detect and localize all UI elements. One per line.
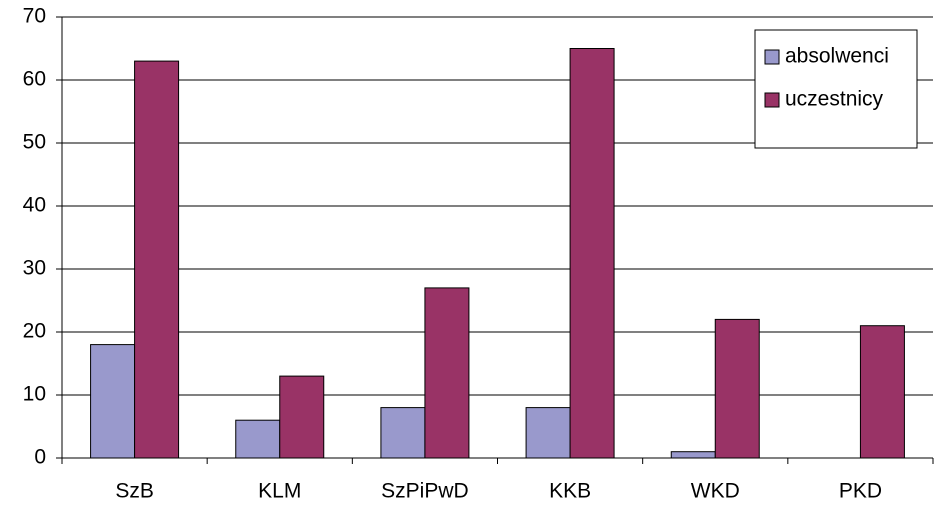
legend-swatch <box>764 92 780 108</box>
y-tick-label: 0 <box>34 446 46 469</box>
legend-swatch <box>764 49 780 65</box>
y-tick-label: 50 <box>23 131 46 154</box>
x-tick-label: SzPiPwD <box>381 480 469 503</box>
x-tick-label: PKD <box>839 480 882 503</box>
bar <box>90 344 136 459</box>
legend-label: uczestnicy <box>785 88 884 111</box>
legend-box <box>754 29 918 149</box>
bar <box>235 419 281 459</box>
bar <box>859 325 905 459</box>
x-tick-label: KKB <box>549 480 591 503</box>
y-tick-label: 60 <box>23 68 46 91</box>
bar <box>525 407 571 459</box>
legend-label: absolwenci <box>785 45 889 68</box>
bar <box>380 407 426 459</box>
y-tick-label: 70 <box>23 5 46 28</box>
y-tick-label: 40 <box>23 194 46 217</box>
bar <box>569 48 615 459</box>
y-tick-label: 20 <box>23 320 46 343</box>
bar <box>134 60 180 459</box>
bar <box>279 375 325 459</box>
x-tick-label: KLM <box>258 480 301 503</box>
x-tick-label: SzB <box>115 480 154 503</box>
x-tick-label: WKD <box>691 480 740 503</box>
bar <box>714 318 760 459</box>
bar <box>424 287 470 459</box>
bar <box>670 451 716 459</box>
y-tick-label: 30 <box>23 257 46 280</box>
y-tick-label: 10 <box>23 383 46 406</box>
